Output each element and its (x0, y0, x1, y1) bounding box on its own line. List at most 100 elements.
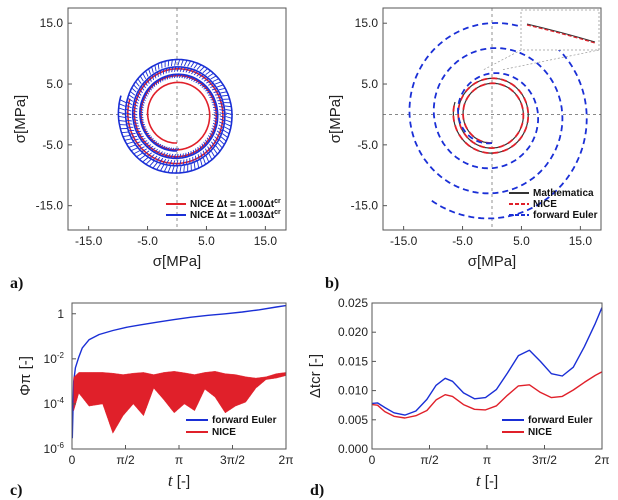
y-tick-label: 0.025 (338, 296, 368, 310)
y-tick-label: 1 (57, 307, 64, 321)
bristle-tick (119, 99, 127, 104)
bristle-tick (224, 105, 232, 108)
y-axis-label: Δtcr [-] (307, 354, 324, 398)
bristle-tick (142, 140, 148, 143)
bristle-tick (155, 142, 160, 146)
bristle-tick (211, 127, 216, 132)
bristle-tick (195, 80, 200, 84)
x-tick-label: 5.0 (198, 234, 215, 248)
bristle-tick (139, 110, 144, 114)
bristle-tick (171, 166, 175, 174)
x-tick-label: -15.0 (75, 234, 103, 248)
bristle-tick (144, 142, 150, 145)
bristle-tick (139, 108, 144, 111)
bristle-tick (125, 108, 132, 112)
y-tick-label: 0.005 (338, 413, 368, 427)
bristle-tick (214, 94, 221, 96)
series-nice (452, 77, 530, 154)
bristle-tick (143, 95, 147, 99)
bristle-tick (142, 73, 147, 80)
bristle-tick (122, 135, 130, 137)
bristle-tick (179, 153, 182, 159)
bristle-tick (205, 70, 211, 76)
x-axis-label: σ[MPa] (153, 253, 201, 270)
x-tick-label: π (175, 453, 183, 467)
bristle-tick (206, 80, 212, 84)
bristle-tick (152, 162, 158, 169)
bristle-tick (137, 91, 142, 96)
inset-mathematica (526, 23, 596, 43)
inset-frame (520, 9, 600, 51)
bristle-tick (212, 106, 218, 109)
y-tick-label: 0.020 (338, 325, 368, 339)
bristle-tick (135, 97, 140, 102)
bristle-tick (167, 166, 172, 173)
bristle-tick (136, 143, 143, 147)
y-tick-label: 15.0 (40, 16, 64, 30)
bristle-tick (125, 115, 132, 119)
bristle-tick (182, 159, 185, 166)
panel-label: b) (325, 275, 339, 292)
bristle-tick (215, 145, 221, 152)
bristle-tick (169, 147, 173, 151)
bristle-tick (145, 70, 149, 77)
bristle-tick (125, 119, 132, 122)
bristle-tick (224, 126, 231, 131)
y-tick-label: 0.000 (338, 442, 368, 456)
bristle-tick (219, 112, 225, 115)
bristle-tick (213, 120, 218, 124)
bristle-tick (176, 74, 179, 78)
y-tick-label: -5.0 (357, 138, 378, 152)
bristle-tick (125, 112, 132, 115)
bristle-tick (124, 138, 132, 141)
panel-b: -15.0 -5.0 5.0 15.0 15.0 5.0 -5.0 -15.0 σ[MPa] σ[… (325, 7, 602, 292)
bristle-tick (177, 59, 181, 66)
bristle-tick (141, 100, 145, 104)
bristle-tick (169, 159, 173, 166)
bristle-tick (213, 148, 218, 155)
x-tick-label: 5.0 (513, 234, 530, 248)
y-tick-label: 5.0 (46, 77, 63, 91)
y-axis-label: Φπ [-] (17, 356, 34, 396)
bristle-tick (135, 81, 140, 87)
bristle-tick (184, 152, 187, 158)
bristle-tick (218, 106, 225, 108)
series-nice (372, 371, 602, 419)
bristle-tick (211, 141, 216, 147)
bristle-tick (205, 155, 210, 163)
bristle-tick (165, 159, 170, 165)
x-tick-label: -5.0 (452, 234, 473, 248)
bristle-tick (153, 148, 158, 153)
bristle-tick (217, 84, 224, 88)
panel-label: c) (10, 482, 22, 499)
bristle-tick (159, 157, 164, 164)
bristle-tick (212, 125, 217, 129)
bristle-tick (185, 67, 189, 73)
bristle-tick (136, 152, 143, 158)
bristle-tick (133, 119, 138, 121)
y-tick-label: -15.0 (351, 199, 379, 213)
bristle-tick (128, 144, 136, 148)
bristle-tick (159, 164, 165, 172)
inset-connector (482, 49, 522, 71)
legend-label: forward Euler (212, 415, 277, 426)
bristle-tick (211, 151, 216, 158)
bristle-tick (225, 109, 232, 111)
bristle-tick (162, 158, 167, 165)
bristle-tick (219, 121, 225, 125)
bristle-tick (118, 103, 126, 107)
inset-connector (500, 49, 600, 71)
bristle-tick (141, 148, 147, 153)
bristle-tick (151, 147, 156, 151)
bristle-tick (148, 136, 153, 139)
series-forward-euler (72, 304, 286, 439)
bristle-tick (201, 143, 204, 148)
bristle-tick (148, 145, 154, 150)
bristle-tick (217, 127, 223, 132)
bristle-tick (179, 66, 183, 72)
inset-nice (526, 24, 596, 44)
bristle-tick (118, 120, 126, 122)
bristle-tick (140, 138, 146, 141)
bristle-tick (212, 138, 217, 144)
